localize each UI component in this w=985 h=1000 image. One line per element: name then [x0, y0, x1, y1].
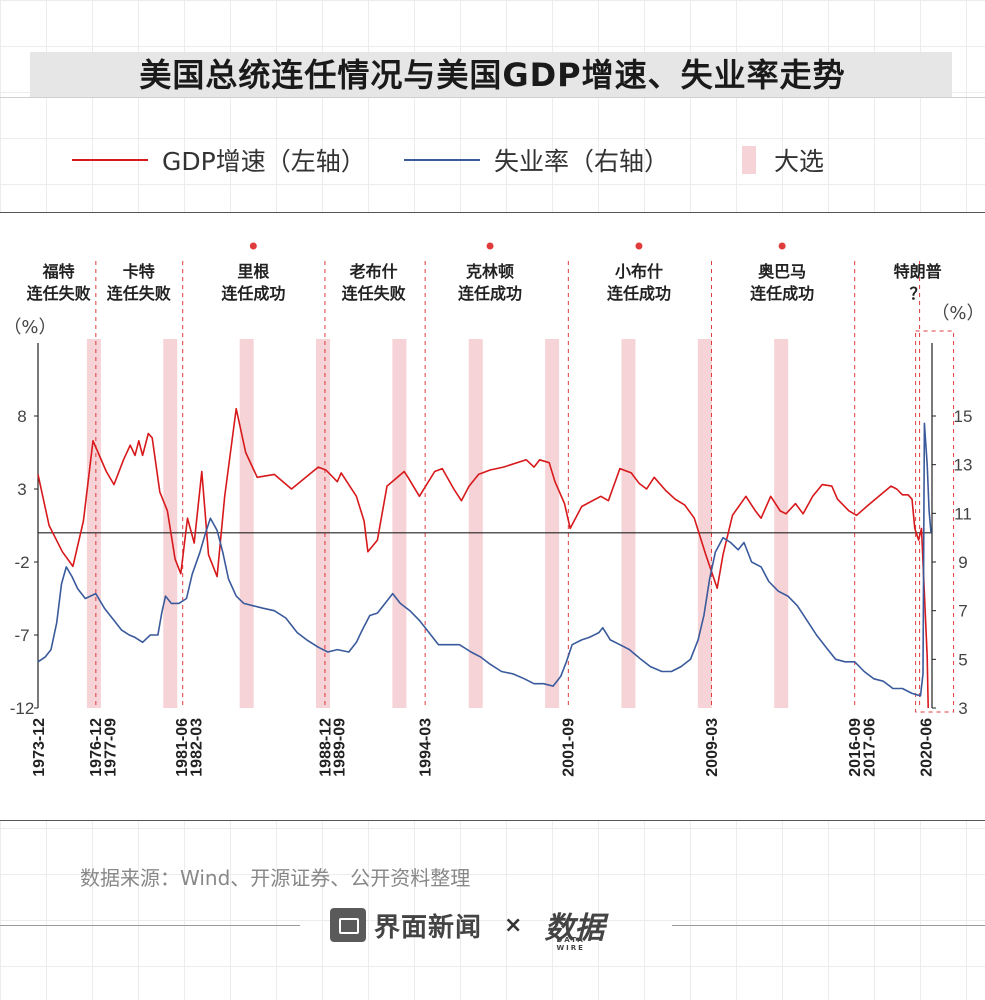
gdp-line: [37, 407, 929, 709]
legend-swatch-gdp: [72, 159, 148, 161]
x-tick-label: 1988-12: [317, 718, 334, 777]
election-band: [392, 339, 407, 708]
reelected-dot: [249, 242, 257, 250]
reelected-dot: [778, 242, 786, 250]
brand-times: ×: [504, 912, 523, 938]
election-band: [163, 339, 178, 708]
president-name: 奥巴马: [758, 262, 806, 281]
x-tick-label: 2016-09: [847, 718, 864, 777]
president-name: 克林顿: [466, 262, 514, 281]
unemployment-line: [37, 422, 932, 697]
x-tick-label: 2020-06: [919, 718, 936, 777]
title-band: [30, 52, 952, 98]
right-tick-label: 7: [958, 602, 967, 621]
series-lines: [37, 407, 932, 709]
footer-rule-left: [0, 925, 300, 926]
president-result: ？: [910, 284, 926, 303]
election-band: [468, 339, 483, 708]
president-name: 里根: [237, 262, 269, 281]
president-name: 福特: [42, 262, 75, 281]
x-tick-label: 1981-06: [174, 718, 191, 777]
reelected-dot: [635, 242, 643, 250]
x-tick-label: 1994-03: [418, 718, 435, 777]
legend-swatch-unemp: [404, 159, 480, 161]
election-band: [545, 339, 560, 708]
x-tick-label: 1982-03: [188, 718, 205, 777]
legend: GDP增速（左轴） 失业率（右轴） 大选: [0, 142, 985, 178]
president-result: 连任成功: [607, 284, 671, 303]
president-name: 小布什: [615, 262, 663, 281]
title-rule: [0, 97, 985, 98]
x-tick-label: 1976-12: [88, 718, 105, 777]
president-result: 连任成功: [458, 284, 522, 303]
legend-item-unemp: 失业率（右轴）: [404, 142, 669, 178]
election-band: [774, 339, 789, 708]
right-tick-label: 15: [954, 407, 973, 426]
x-tick-label: 1973-12: [31, 718, 48, 777]
brand-footer: 界面新闻 × 数据 DATA WIRE: [330, 903, 605, 952]
president-name: 卡特: [123, 262, 155, 281]
reelected-dot: [486, 242, 494, 250]
election-band: [621, 339, 636, 708]
latest-highlight-box: [915, 330, 955, 713]
president-result: 连任失败: [27, 284, 91, 303]
legend-swatch-election: [742, 146, 756, 174]
president-result: 连任成功: [221, 284, 285, 303]
right-tick-label: 5: [958, 650, 967, 669]
chart-frame: 8 3 -2 -7 -12 15 13 11 9 7 5 3 （%） （%） 福特连任失败 卡特连任失败 里根…: [0, 212, 985, 821]
election-band: [86, 339, 101, 708]
left-tick-label: -12: [10, 699, 35, 718]
right-tick-label: 11: [954, 504, 972, 523]
legend-label-election: 大选: [774, 147, 825, 176]
left-tick-label: 3: [17, 480, 26, 499]
election-band: [697, 339, 712, 708]
president-name: 老布什: [349, 262, 398, 281]
term-dividers: [95, 261, 955, 713]
right-axis-unit: （%）: [931, 303, 984, 324]
legend-label-gdp: GDP增速（左轴）: [162, 147, 366, 176]
brand-name: 界面新闻: [374, 912, 483, 943]
data-wire-sub: DATA WIRE: [556, 936, 585, 952]
left-axis-unit: （%）: [3, 317, 56, 338]
left-tick-label: 8: [17, 407, 26, 426]
axes: 8 3 -2 -7 -12 15 13 11 9 7 5 3 （%） （%）: [3, 303, 984, 718]
x-tick-label: 1989-09: [332, 718, 349, 777]
data-wire-logo: 数据 DATA WIRE: [544, 903, 605, 952]
right-tick-label: 3: [958, 699, 967, 718]
legend-item-election: 大选: [742, 142, 824, 178]
left-tick-label: -7: [14, 626, 29, 645]
chart-title: 美国总统连任情况与美国GDP增速、失业率走势: [139, 56, 846, 94]
x-tick-label: 2001-09: [561, 718, 578, 777]
right-tick-label: 9: [958, 553, 967, 572]
jiemian-logo-icon: [330, 908, 366, 942]
president-result: 连任失败: [107, 284, 171, 303]
right-tick-label: 13: [954, 456, 973, 475]
left-tick-label: -2: [14, 553, 29, 572]
election-band: [239, 339, 254, 708]
x-tick-label: 2009-03: [704, 718, 721, 777]
president-result: 连任成功: [750, 284, 814, 303]
data-wire-logo-text: 数据: [544, 911, 605, 946]
data-source: 数据来源：Wind、开源证券、公开资料整理: [80, 866, 471, 890]
legend-item-gdp: GDP增速（左轴）: [72, 142, 366, 178]
election-band: [316, 339, 331, 708]
president-name: 特朗普: [894, 262, 942, 281]
footer-rule-right: [672, 925, 985, 926]
president-result: 连任失败: [342, 284, 406, 303]
x-tick-label: 1977-09: [103, 718, 120, 777]
election-bands: [86, 339, 789, 708]
legend-label-unemp: 失业率（右轴）: [494, 147, 670, 176]
x-tick-label: 2017-06: [861, 718, 878, 777]
